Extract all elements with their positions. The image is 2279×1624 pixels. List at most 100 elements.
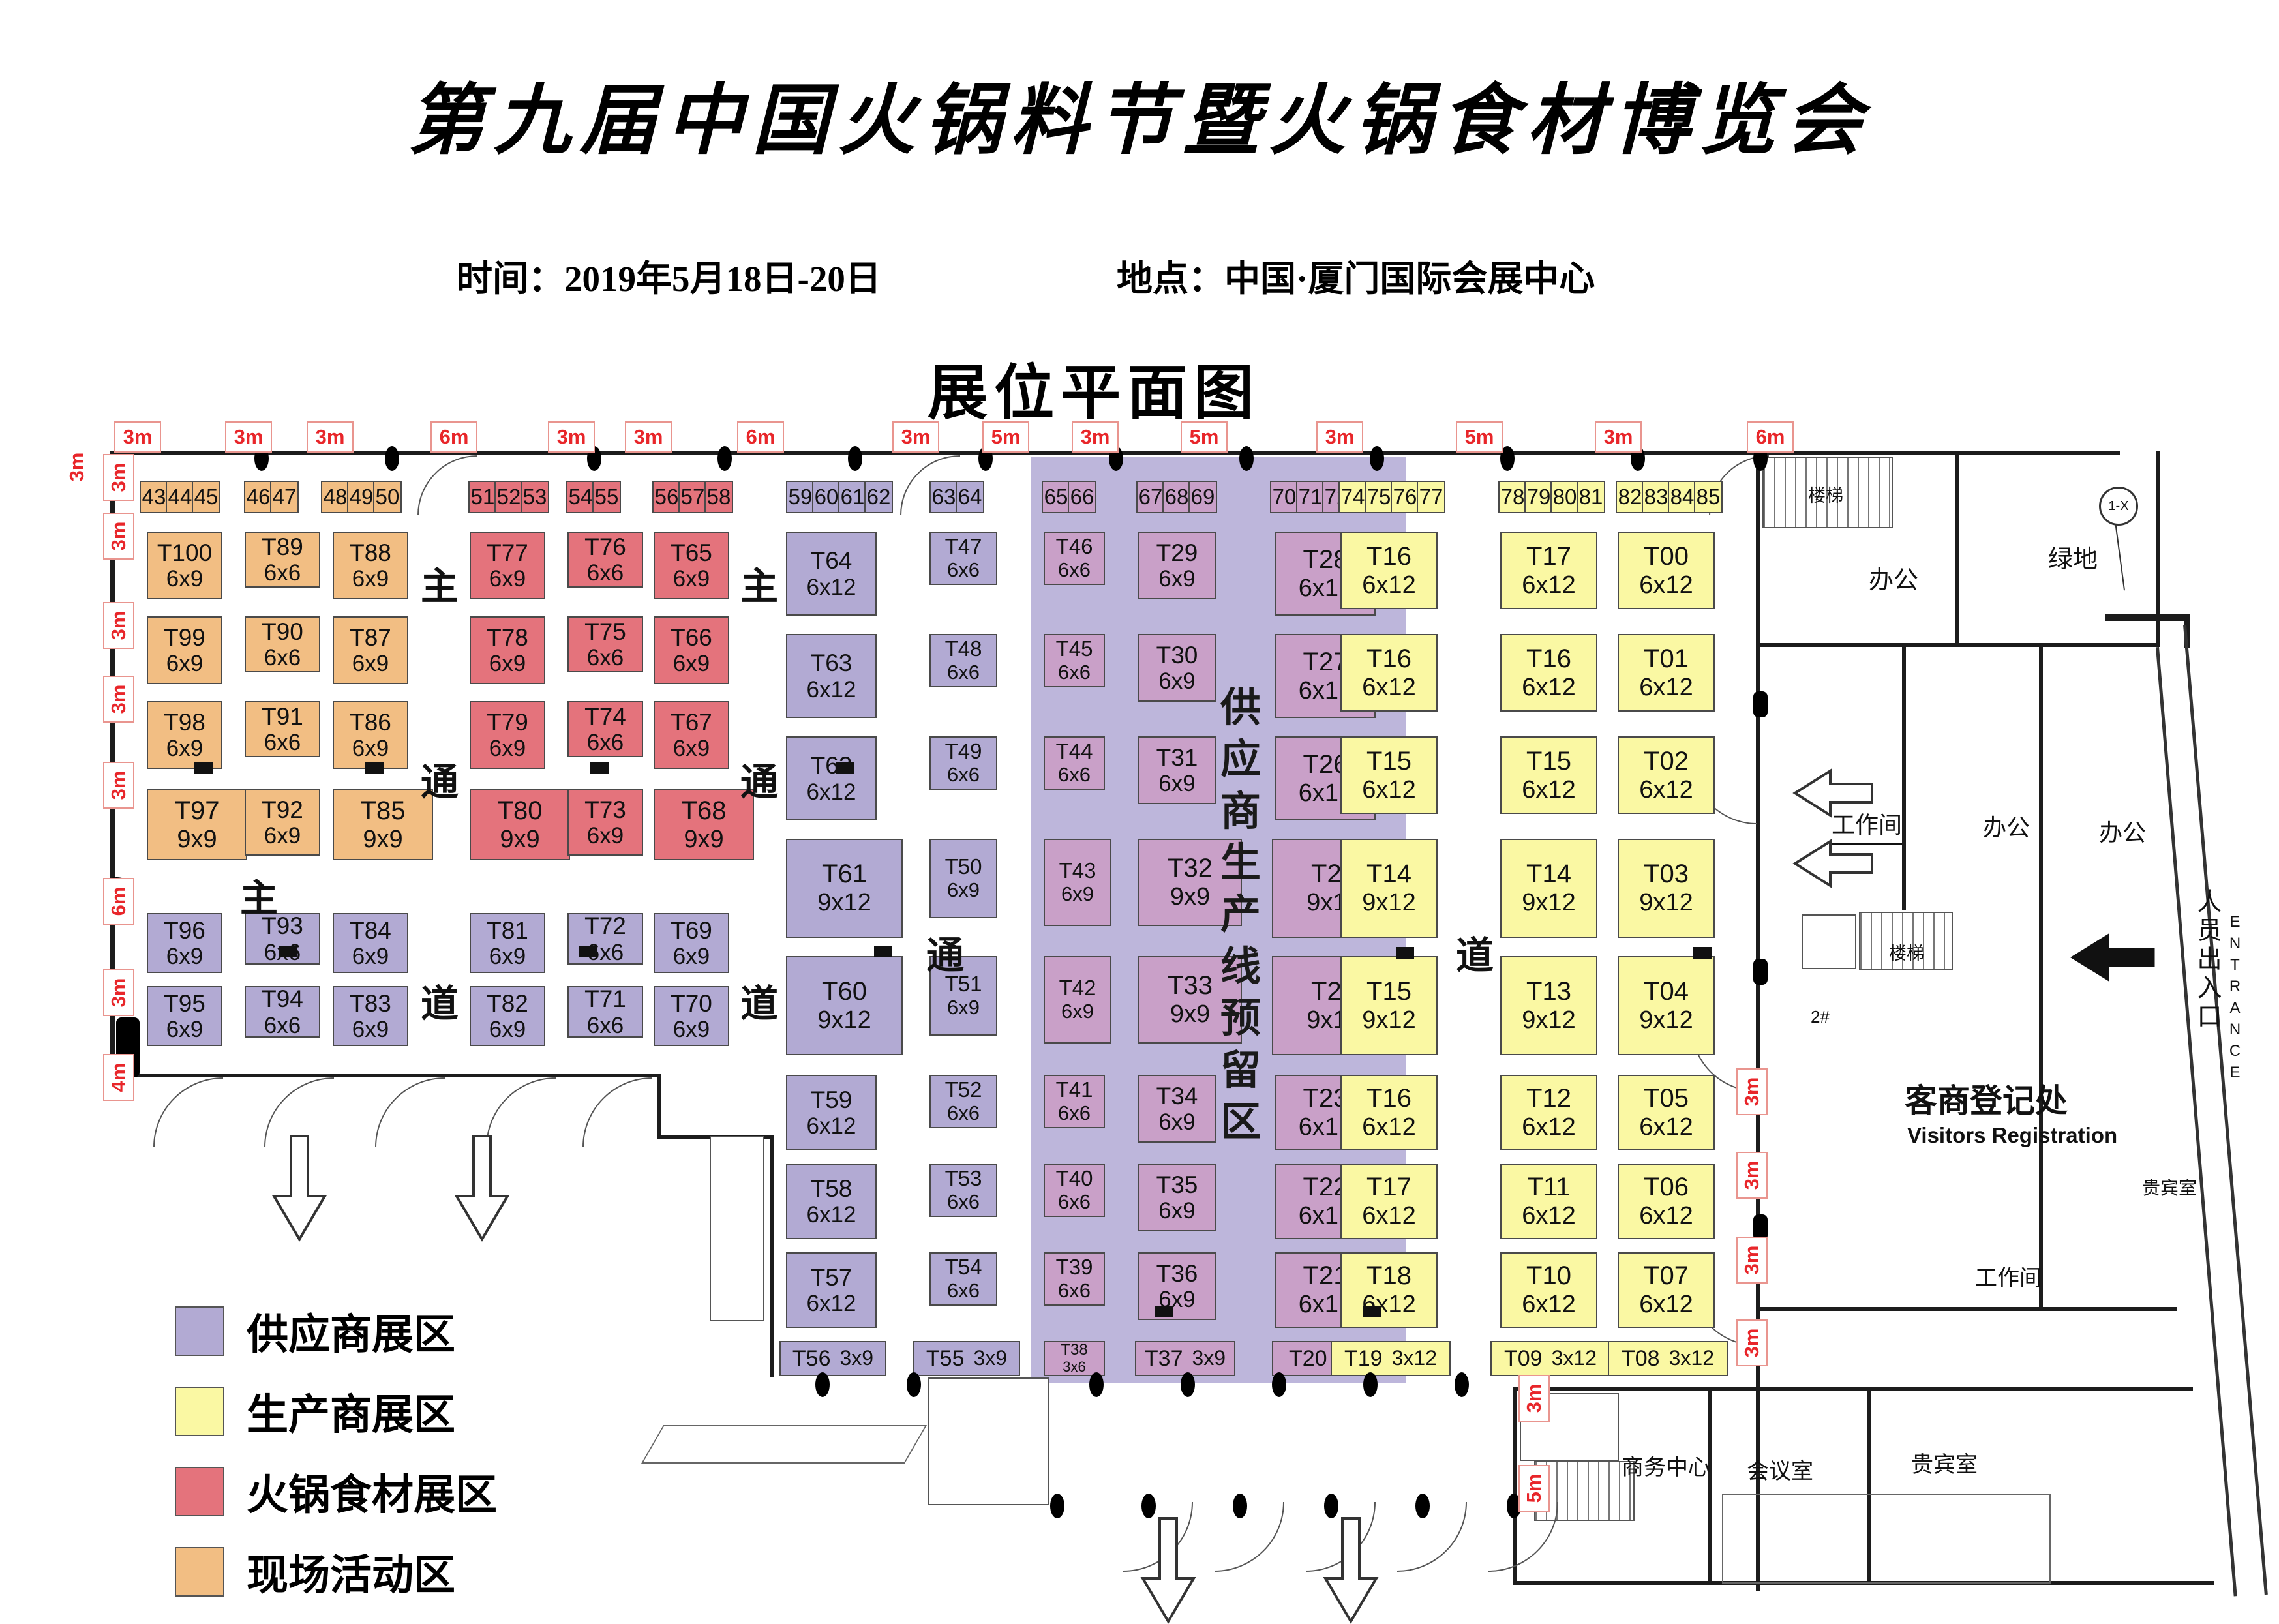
booth-cell-45: 45 <box>192 481 220 513</box>
booth-t53: T53 6x6 <box>929 1164 997 1217</box>
exit-arrow-icon <box>454 1135 510 1242</box>
booth-t40: T40 6x6 <box>1044 1164 1105 1217</box>
booth-id: T95 <box>164 989 205 1017</box>
column-marker <box>1239 446 1254 471</box>
booth-t34: T34 6x9 <box>1138 1075 1216 1143</box>
booth-id: T63 <box>810 650 853 677</box>
booth-id: T10 <box>1526 1261 1571 1291</box>
booth-t19: T19 3x12 <box>1331 1341 1451 1376</box>
booth-id: T14 <box>1366 860 1411 889</box>
booth-t90: T90 6x6 <box>245 616 320 672</box>
booth-cell-77: 77 <box>1417 481 1445 513</box>
booth-cell-67: 67 <box>1136 481 1165 513</box>
booth-id: T19 <box>1344 1346 1383 1371</box>
booth-cell-48: 48 <box>321 481 350 513</box>
room-label: 楼梯 <box>1808 486 1843 505</box>
wall <box>1513 1387 2193 1391</box>
booth-t02: T02 6x12 <box>1618 736 1715 814</box>
grid-reference-label: 1-X <box>2099 487 2138 526</box>
booth-id: T94 <box>262 985 303 1013</box>
booth-t52: T52 6x6 <box>929 1075 997 1128</box>
booth-id: T60 <box>822 977 867 1006</box>
booth-size: 6x12 <box>806 676 856 702</box>
booth-size: 6x6 <box>947 1190 980 1214</box>
column-marker <box>1141 1494 1156 1518</box>
booth-id: T06 <box>1644 1173 1689 1202</box>
booth-size: 9x12 <box>1522 1006 1576 1034</box>
booth-id: T90 <box>262 618 303 645</box>
aisle-label: 道 <box>1456 935 1494 977</box>
booth-cell-44: 44 <box>166 481 194 513</box>
booth-id: T08 <box>1622 1346 1660 1371</box>
booth-t05: T05 6x12 <box>1618 1075 1715 1150</box>
booth-size: 6x6 <box>1058 661 1091 684</box>
booth-size: 6x12 <box>1362 1202 1416 1230</box>
column-marker <box>1500 446 1515 471</box>
booth-id: T78 <box>487 624 528 651</box>
dim-label: 3m <box>114 421 161 453</box>
booth-id: T82 <box>487 989 528 1017</box>
entrance-arrow-icon <box>2070 933 2155 982</box>
booth-id: T59 <box>810 1086 853 1113</box>
booth-size: 3x12 <box>1551 1346 1597 1370</box>
aisle-label: 通 <box>926 935 965 977</box>
wall <box>1756 451 1760 1591</box>
booth-t86: T86 6x9 <box>333 701 408 769</box>
booth-t85: T85 9x9 <box>333 789 433 860</box>
booth-t84: T84 6x9 <box>333 913 408 973</box>
booth-cell-82: 82 <box>1616 481 1644 513</box>
booth-t55: T55 3x9 <box>913 1341 1020 1376</box>
booth-size: 6x12 <box>806 1202 856 1228</box>
exit-arrow-icon <box>1140 1517 1196 1624</box>
booth-id: T65 <box>671 539 712 566</box>
dim-label: 3m <box>1518 1375 1550 1422</box>
booth-size: 6x12 <box>1639 1291 1693 1319</box>
booth-id: T75 <box>584 618 626 645</box>
booth-t16: T16 6x12 <box>1500 634 1597 712</box>
booth-size: 6x6 <box>264 645 301 671</box>
booth-size: 6x12 <box>1362 673 1416 701</box>
booth-id: T73 <box>584 796 626 823</box>
booth-cell-55: 55 <box>592 481 621 513</box>
booth-t54: T54 6x6 <box>929 1252 997 1306</box>
booth-id: T74 <box>584 702 626 730</box>
booth-size: 6x9 <box>352 1017 389 1043</box>
booth-size: 9x12 <box>1522 889 1576 917</box>
dim-label: 3m <box>103 454 134 501</box>
booth-size: 3x6 <box>1063 1359 1086 1376</box>
booth-t67: T67 6x9 <box>654 701 729 769</box>
room-label: 工作间 <box>1832 806 1903 845</box>
dim-label: 3m <box>225 421 272 453</box>
booth-size: 6x6 <box>1058 1279 1091 1302</box>
booth-id: T35 <box>1156 1171 1198 1198</box>
booth-t14: T14 9x12 <box>1340 839 1438 938</box>
booth-t74: T74 6x6 <box>567 701 643 757</box>
booth-id: T52 <box>944 1077 982 1102</box>
sunken-area <box>1722 1494 2051 1584</box>
booth-t77: T77 6x9 <box>470 532 545 599</box>
booth-t16: T16 6x12 <box>1340 1075 1438 1150</box>
dim-label: 6m <box>103 878 134 925</box>
booth-id: T85 <box>360 796 406 825</box>
booth-t06: T06 6x12 <box>1618 1164 1715 1239</box>
booth-id: T09 <box>1504 1346 1543 1371</box>
dim-label: 3m <box>307 421 354 453</box>
exit-arrow-icon <box>1323 1517 1379 1624</box>
booth-id: T01 <box>1644 644 1689 673</box>
booth-size: 6x9 <box>672 736 710 762</box>
column-marker <box>1181 1372 1195 1397</box>
booth-t79: T79 6x9 <box>470 701 545 769</box>
booth-size: 6x12 <box>1639 1113 1693 1141</box>
floor-column <box>1396 947 1414 959</box>
booth-size: 3x12 <box>1391 1346 1437 1370</box>
legend-label: 生产商展区 <box>247 1391 455 1438</box>
column-marker <box>907 1372 921 1397</box>
floor-column <box>874 946 892 957</box>
column-marker <box>1089 1372 1104 1397</box>
booth-t83: T83 6x9 <box>333 986 408 1046</box>
booth-size: 6x12 <box>1639 673 1693 701</box>
booth-size: 6x12 <box>1522 571 1576 599</box>
booth-id: T26 <box>1303 749 1348 779</box>
fixture-marker <box>1753 691 1768 717</box>
booth-id: T30 <box>1156 641 1198 669</box>
